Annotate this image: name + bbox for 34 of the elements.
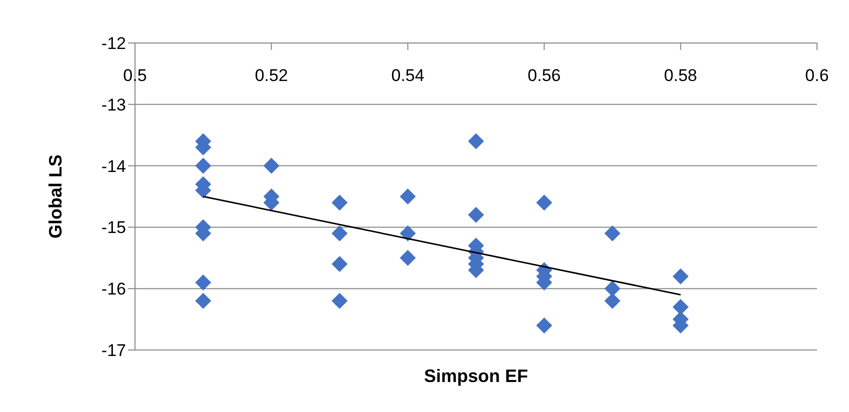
point [400,250,416,266]
y-tick-label: -12 [101,34,126,54]
point [468,206,484,223]
point [536,194,552,211]
point [536,317,552,334]
y-tick-label: -16 [101,280,126,299]
point [468,133,484,150]
point [332,194,348,211]
point [332,225,348,242]
x-axis-title: Simpson EF [424,366,528,386]
x-tick-label: 0.56 [528,66,561,85]
point [263,158,280,174]
point [400,188,416,204]
point [195,158,212,174]
point [604,292,620,309]
point [672,299,689,316]
x-tick-label: 0.52 [254,66,288,85]
x-tick-label: 0.58 [664,66,698,85]
y-tick-label: -15 [101,218,126,238]
x-tick-label: 0.6 [805,66,829,85]
y-tick-label: -13 [101,95,126,114]
point [195,292,212,309]
point [672,268,689,284]
point [400,225,416,242]
point [332,292,348,309]
x-tick-label: 0.54 [391,66,424,85]
point [332,256,348,272]
y-axis-title: Global LS [45,154,66,239]
point [604,280,620,297]
point [604,225,620,242]
y-tick-label: -14 [101,156,126,176]
x-tick-label: 0.5 [123,66,147,85]
point [195,274,212,290]
y-tick-label: -17 [101,341,126,360]
